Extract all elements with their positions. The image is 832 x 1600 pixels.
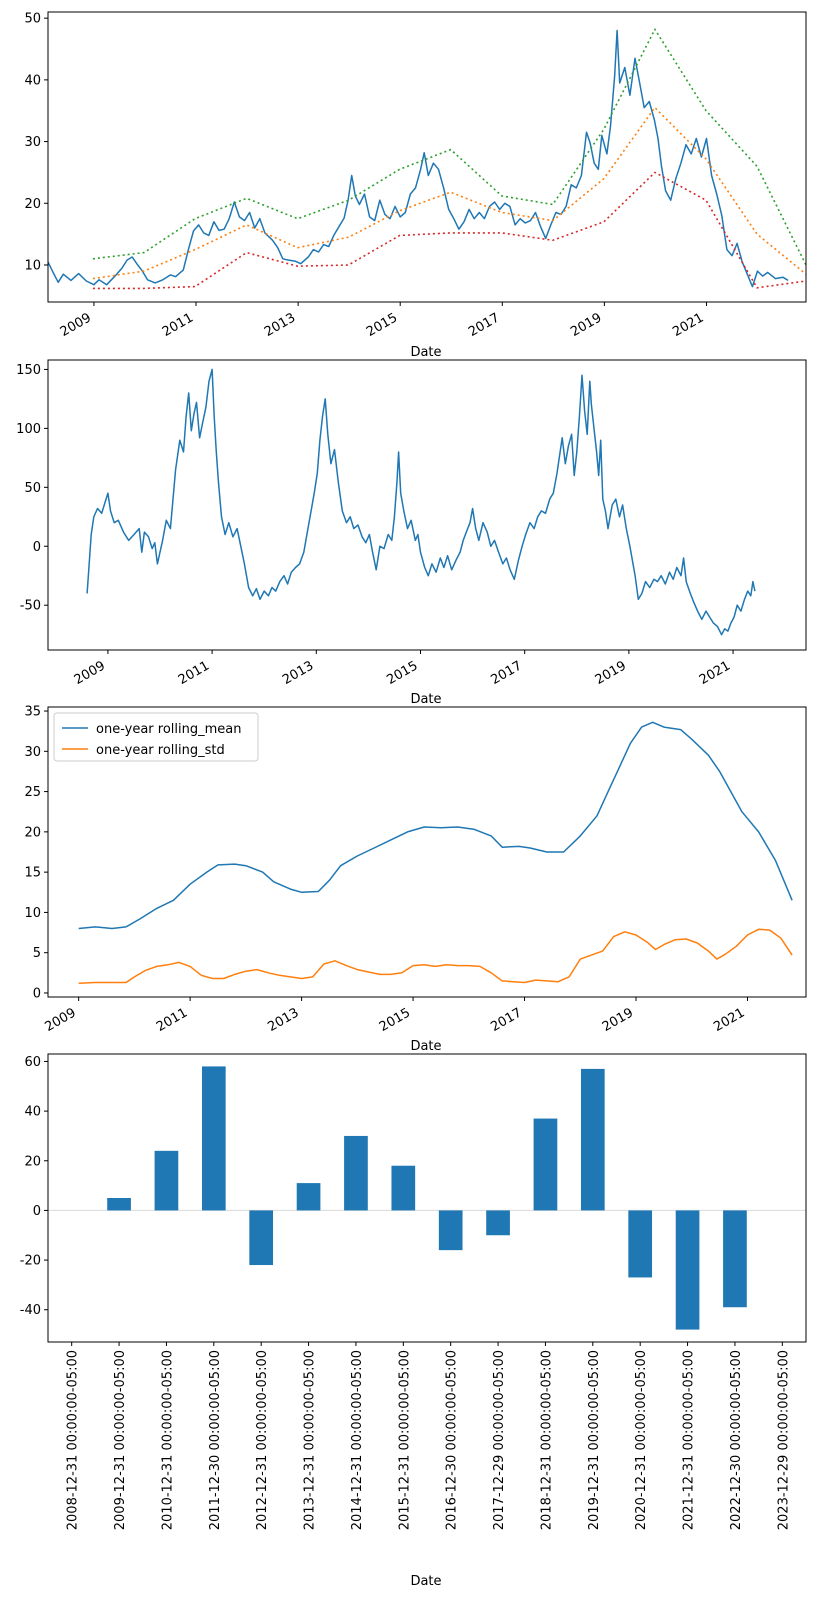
legend-label: one-year rolling_mean bbox=[96, 722, 242, 737]
bar bbox=[201, 1066, 226, 1211]
y-tick-label: 60 bbox=[24, 1055, 41, 1070]
y-tick-label: 0 bbox=[33, 540, 41, 555]
y-tick-label: 30 bbox=[24, 745, 41, 760]
x-axis-label: Date bbox=[410, 345, 441, 360]
bar bbox=[628, 1210, 653, 1278]
chart-2: 2009 2011 2013 2015 2017 2019 2021 -50 0 50 100 150… bbox=[16, 359, 807, 707]
x-tick-label: 2020-12-31 00:00:00-05:00 bbox=[634, 1350, 649, 1530]
series-line-2 bbox=[78, 928, 793, 985]
y-tick-label: 35 bbox=[24, 705, 41, 720]
x-axis-label: Date bbox=[410, 1039, 441, 1054]
x-tick-label: 2013 bbox=[262, 310, 298, 340]
bar bbox=[486, 1210, 510, 1236]
y-tick-label: 40 bbox=[24, 73, 41, 88]
x-tick-label: 2023-12-29 00:00:00-05:00 bbox=[776, 1350, 791, 1530]
axes-frame bbox=[47, 359, 807, 651]
y-tick-label: 15 bbox=[24, 866, 41, 881]
x-tick-label: 2019 bbox=[593, 658, 629, 688]
x-tick-label: 2017-12-29 00:00:00-05:00 bbox=[492, 1350, 507, 1530]
y-tick-label: -40 bbox=[20, 1303, 41, 1318]
x-tick-label: 2011 bbox=[176, 658, 212, 688]
axes-frame bbox=[47, 1053, 807, 1343]
x-tick-label: 2013 bbox=[280, 658, 316, 688]
x-tick-label: 2011-12-30 00:00:00-05:00 bbox=[208, 1350, 223, 1530]
y-tick-label: 10 bbox=[24, 258, 41, 273]
x-tick-label: 2013-12-31 00:00:00-05:00 bbox=[303, 1350, 318, 1530]
x-tick-label: 2016-12-30 00:00:00-05:00 bbox=[445, 1350, 460, 1530]
bar bbox=[249, 1210, 274, 1266]
series-line-3 bbox=[92, 106, 806, 280]
x-tick-label: 2017 bbox=[488, 1005, 524, 1035]
bar bbox=[723, 1210, 747, 1308]
x-tick-label: 2021-12-31 00:00:00-05:00 bbox=[682, 1350, 697, 1530]
x-tick-label: 2017 bbox=[489, 658, 525, 688]
y-tick-label: 100 bbox=[16, 422, 41, 437]
y-tick-label: 0 bbox=[33, 1204, 41, 1219]
bar bbox=[107, 1198, 131, 1211]
x-tick-label: 2014-12-31 00:00:00-05:00 bbox=[350, 1350, 365, 1530]
bar bbox=[533, 1118, 558, 1211]
series-line-1 bbox=[86, 368, 756, 636]
x-tick-label: 2009 bbox=[58, 310, 94, 340]
x-axis-label: Date bbox=[410, 692, 441, 707]
x-tick-label: 2011 bbox=[160, 310, 196, 340]
y-tick-label: 5 bbox=[33, 946, 41, 961]
x-tick-label: 2021 bbox=[670, 310, 706, 340]
bar bbox=[675, 1210, 700, 1330]
x-tick-label: 2011 bbox=[154, 1005, 190, 1035]
y-tick-label: 25 bbox=[24, 785, 41, 800]
y-tick-label: 0 bbox=[33, 986, 41, 1001]
x-tick-label: 2015-12-31 00:00:00-05:00 bbox=[397, 1350, 412, 1530]
series-line-1 bbox=[78, 721, 793, 930]
bar bbox=[154, 1150, 179, 1211]
x-tick-label: 2015 bbox=[384, 658, 420, 688]
series-line-4 bbox=[92, 171, 806, 290]
bar bbox=[344, 1135, 368, 1211]
y-tick-label: 150 bbox=[16, 363, 41, 378]
y-tick-label: 10 bbox=[24, 906, 41, 921]
x-tick-label: 2017 bbox=[466, 310, 502, 340]
x-tick-label: 2015 bbox=[364, 310, 400, 340]
x-tick-label: 2015 bbox=[377, 1005, 413, 1035]
bar bbox=[391, 1165, 416, 1211]
y-tick-label: 30 bbox=[24, 135, 41, 150]
x-tick-label: 2021 bbox=[711, 1005, 747, 1035]
x-tick-label: 2018-12-31 00:00:00-05:00 bbox=[539, 1350, 554, 1530]
x-tick-label: 2021 bbox=[697, 658, 733, 688]
bar bbox=[580, 1068, 605, 1211]
x-tick-label: 2012-12-31 00:00:00-05:00 bbox=[255, 1350, 270, 1530]
chart-4: 2008-12-31 00:00:00-05:00 2009-12-31 00:0… bbox=[20, 1053, 807, 1589]
y-tick-label: 40 bbox=[24, 1105, 41, 1120]
legend-label: one-year rolling_std bbox=[96, 743, 225, 758]
x-tick-label: 2009 bbox=[42, 1005, 78, 1035]
x-tick-label: 2008-12-31 00:00:00-05:00 bbox=[66, 1350, 81, 1530]
y-tick-label: 20 bbox=[24, 1154, 41, 1169]
x-tick-label: 2022-12-30 00:00:00-05:00 bbox=[729, 1350, 744, 1530]
y-tick-label: 50 bbox=[24, 481, 41, 496]
x-tick-label: 2013 bbox=[265, 1005, 301, 1035]
x-tick-label: 2019 bbox=[600, 1005, 636, 1035]
series-line-2 bbox=[92, 28, 806, 266]
series-line-1 bbox=[48, 29, 789, 288]
axes-frame bbox=[47, 11, 807, 303]
y-tick-label: 50 bbox=[24, 12, 41, 27]
y-tick-label: -50 bbox=[20, 599, 41, 614]
y-tick-label: -20 bbox=[20, 1254, 41, 1269]
y-tick-label: 20 bbox=[24, 197, 41, 212]
x-tick-label: 2019 bbox=[568, 310, 604, 340]
x-tick-label: 2010-12-31 00:00:00-05:00 bbox=[160, 1350, 175, 1530]
axes-frame bbox=[47, 706, 807, 998]
legend-box bbox=[53, 712, 259, 762]
x-axis-label: Date bbox=[410, 1574, 441, 1589]
bar bbox=[438, 1210, 463, 1251]
bar bbox=[296, 1183, 321, 1211]
chart-1: 2009 2011 2013 2015 2017 2019 2021 10 20 30 40 50 Da… bbox=[24, 11, 807, 360]
x-tick-label: 2009-12-31 00:00:00-05:00 bbox=[113, 1350, 128, 1530]
x-tick-label: 2019-12-31 00:00:00-05:00 bbox=[587, 1350, 602, 1530]
x-tick-label: 2009 bbox=[72, 658, 108, 688]
y-tick-label: 20 bbox=[24, 825, 41, 840]
